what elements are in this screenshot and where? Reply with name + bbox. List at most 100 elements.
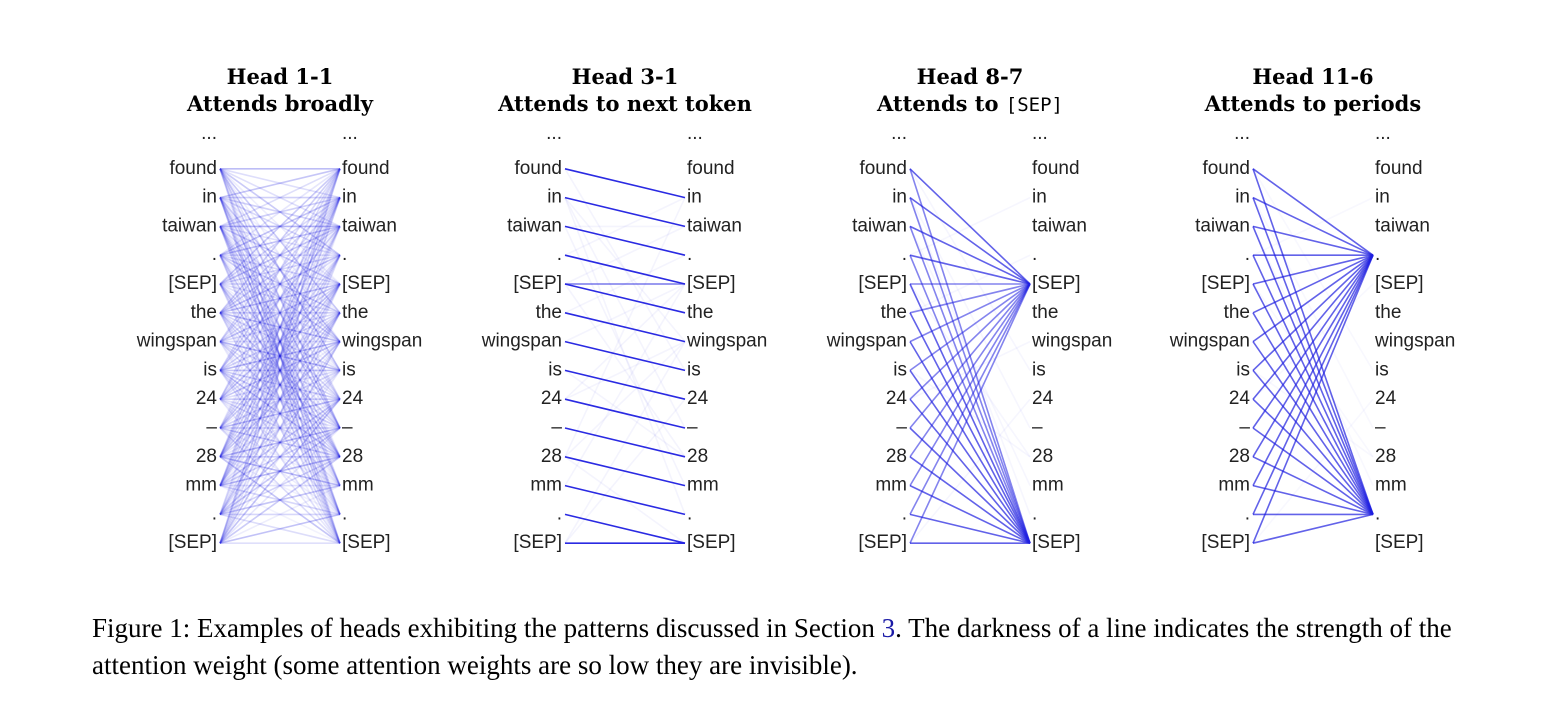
attention-line: [564, 254, 686, 314]
attention-line: [219, 254, 341, 400]
attention-line: [219, 369, 341, 515]
attention-line: [909, 513, 1031, 544]
attention-line: [219, 312, 341, 400]
attention-line: [219, 427, 341, 458]
attention-line: [219, 340, 341, 400]
attention-line: [219, 427, 341, 544]
attention-line: [219, 197, 341, 486]
attention-line: [1252, 254, 1374, 285]
token-left: .: [1245, 244, 1250, 265]
attention-line: [219, 225, 341, 371]
attention-line: [1252, 225, 1374, 256]
attention-line: [219, 369, 341, 487]
token-left: the: [536, 302, 562, 323]
attention-line: [219, 197, 341, 458]
attention-line: [219, 427, 341, 487]
panel-subtitle-mono: [SEP]: [1006, 94, 1063, 116]
attention-line: [219, 456, 341, 487]
attention-line: [219, 225, 341, 429]
attention-line: [219, 369, 341, 515]
attention-line: [909, 484, 1031, 544]
token-left: wingspan: [481, 331, 562, 352]
token-right: wingspan: [686, 331, 767, 352]
attention-line: [909, 398, 1031, 544]
token-left: .: [212, 244, 217, 265]
attention-line: [909, 398, 1031, 544]
attention-line: [219, 254, 341, 429]
attention-line: [219, 225, 341, 429]
attention-lines: [1252, 168, 1374, 544]
token-right: .: [1375, 244, 1380, 265]
attention-line: [909, 283, 1031, 372]
attention-line: [909, 254, 1031, 285]
attention-line: [219, 226, 341, 544]
attention-line: [219, 341, 341, 544]
attention-line: [219, 197, 341, 400]
attention-line: [219, 398, 341, 458]
token-left: 28: [1229, 446, 1250, 467]
attention-line: [219, 168, 341, 285]
attention-line: [219, 312, 341, 487]
attention-line: [219, 225, 341, 314]
attention-line: [909, 196, 1031, 285]
figure-caption: Figure 1: Examples of heads exhibiting t…: [92, 610, 1512, 684]
token-right: [SEP]: [342, 273, 391, 294]
token-left: taiwan: [1195, 215, 1250, 236]
panel-subtitle: Attends to [SEP]: [876, 91, 1063, 116]
panel-subtitle: Attends broadly: [186, 91, 374, 116]
token-right: found: [1375, 158, 1423, 179]
token-left: is: [1236, 359, 1250, 380]
token-right: the: [342, 302, 368, 323]
token-right: ...: [1032, 123, 1048, 144]
attention-line: [909, 283, 1031, 429]
attention-line: [219, 197, 341, 429]
token-right: wingspan: [1031, 331, 1112, 352]
attention-line: [219, 398, 341, 544]
attention-line: [219, 427, 341, 458]
token-left: [SEP]: [168, 532, 217, 553]
attention-line: [219, 196, 341, 256]
attention-line: [219, 340, 341, 429]
attention-line: [564, 369, 686, 400]
attention-line: [219, 225, 341, 400]
token-left: 24: [541, 388, 563, 409]
attention-line: [1252, 312, 1374, 515]
attention-line: [909, 341, 1031, 544]
attention-line: [219, 197, 341, 429]
token-right: the: [1375, 302, 1401, 323]
attention-line: [219, 168, 341, 486]
panel-title: Head 1-1: [227, 64, 334, 89]
token-right: 24: [687, 388, 709, 409]
section-reference-link[interactable]: 3: [881, 613, 896, 643]
token-right: –: [687, 417, 698, 438]
attention-line: [219, 197, 341, 343]
attention-line: [1252, 513, 1374, 544]
token-left: taiwan: [507, 215, 562, 236]
token-left: –: [206, 417, 217, 438]
attention-line: [564, 283, 686, 400]
attention-line: [1252, 254, 1374, 429]
token-right: 28: [687, 446, 708, 467]
token-right: taiwan: [342, 215, 397, 236]
panel-subtitle: Attends to periods: [1204, 91, 1421, 116]
attention-line: [219, 312, 341, 487]
token-right: 24: [342, 388, 364, 409]
token-left: –: [896, 417, 907, 438]
attention-line: [219, 196, 341, 285]
attention-line: [219, 283, 341, 429]
attention-lines: [909, 168, 1031, 545]
token-left: ...: [546, 123, 562, 144]
attention-line: [909, 312, 1031, 544]
attention-line: [564, 254, 686, 285]
attention-line: [219, 312, 341, 544]
attention-line: [219, 168, 341, 228]
attention-line: [219, 283, 341, 544]
attention-line: [219, 484, 341, 516]
token-right: taiwan: [687, 215, 742, 236]
attention-line: [219, 369, 341, 458]
token-left: [SEP]: [168, 273, 217, 294]
token-left: .: [557, 244, 562, 265]
attention-line: [219, 283, 341, 487]
attention-line: [219, 226, 341, 544]
